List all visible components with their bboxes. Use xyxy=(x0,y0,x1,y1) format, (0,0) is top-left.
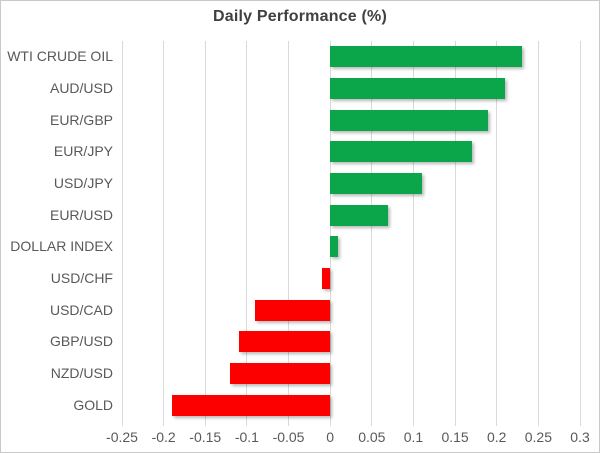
category-label: EUR/GBP xyxy=(49,111,113,128)
gridline xyxy=(412,41,414,426)
gridline xyxy=(246,41,248,426)
x-tick-label: 0.1 xyxy=(403,429,424,445)
gridline xyxy=(204,41,206,426)
category-label: GBP/USD xyxy=(49,333,113,350)
chart-title: Daily Performance (%) xyxy=(212,8,388,25)
plot-area xyxy=(121,41,581,426)
x-tick-label: -0.15 xyxy=(189,429,222,445)
bar-usd-cad xyxy=(255,299,331,321)
bar-dollar-index xyxy=(330,236,339,258)
x-tick-label: 0.05 xyxy=(358,429,386,445)
bar-usd-chf xyxy=(321,268,331,289)
bar-nzd-usd xyxy=(230,363,331,384)
x-tick-label: -0.1 xyxy=(234,429,259,445)
x-tick-label: 0.25 xyxy=(524,429,552,445)
bar-gbp-usd xyxy=(238,331,331,353)
bar-aud-usd xyxy=(330,78,506,99)
x-tick-label: 0 xyxy=(326,429,335,445)
gridline xyxy=(288,41,290,426)
category-label: USD/CHF xyxy=(50,270,113,286)
gridline xyxy=(454,41,456,426)
gridline xyxy=(371,41,373,426)
x-tick-label: -0.25 xyxy=(106,429,138,445)
category-label: DOLLAR INDEX xyxy=(10,238,113,255)
bar-usd-jpy xyxy=(330,173,422,194)
bar-gold xyxy=(171,394,331,416)
category-label: USD/CAD xyxy=(49,301,113,318)
bar-eur-usd xyxy=(330,204,389,226)
category-label: AUD/USD xyxy=(49,80,113,96)
category-label: WTI CRUDE OIL xyxy=(7,48,113,65)
category-label: NZD/USD xyxy=(50,365,113,381)
category-label: EUR/JPY xyxy=(53,143,113,160)
gridline xyxy=(537,41,539,426)
x-tick-label: 0.2 xyxy=(486,429,507,445)
category-label: USD/JPY xyxy=(53,175,113,191)
category-label: EUR/USD xyxy=(49,206,113,223)
gridline xyxy=(329,41,331,426)
x-tick-label: 0.3 xyxy=(570,429,590,445)
x-tick-label: -0.05 xyxy=(272,429,305,445)
x-tick-label: 0.15 xyxy=(441,429,469,445)
bar-eur-gbp xyxy=(330,109,489,131)
gridline xyxy=(579,41,581,426)
x-tick-label: -0.2 xyxy=(151,429,176,445)
bar-eur-jpy xyxy=(330,141,472,163)
category-label: GOLD xyxy=(73,396,113,413)
gridline xyxy=(163,41,165,426)
gridline xyxy=(496,41,498,426)
bar-wti-crude-oil xyxy=(330,46,522,68)
gridline xyxy=(121,41,123,426)
